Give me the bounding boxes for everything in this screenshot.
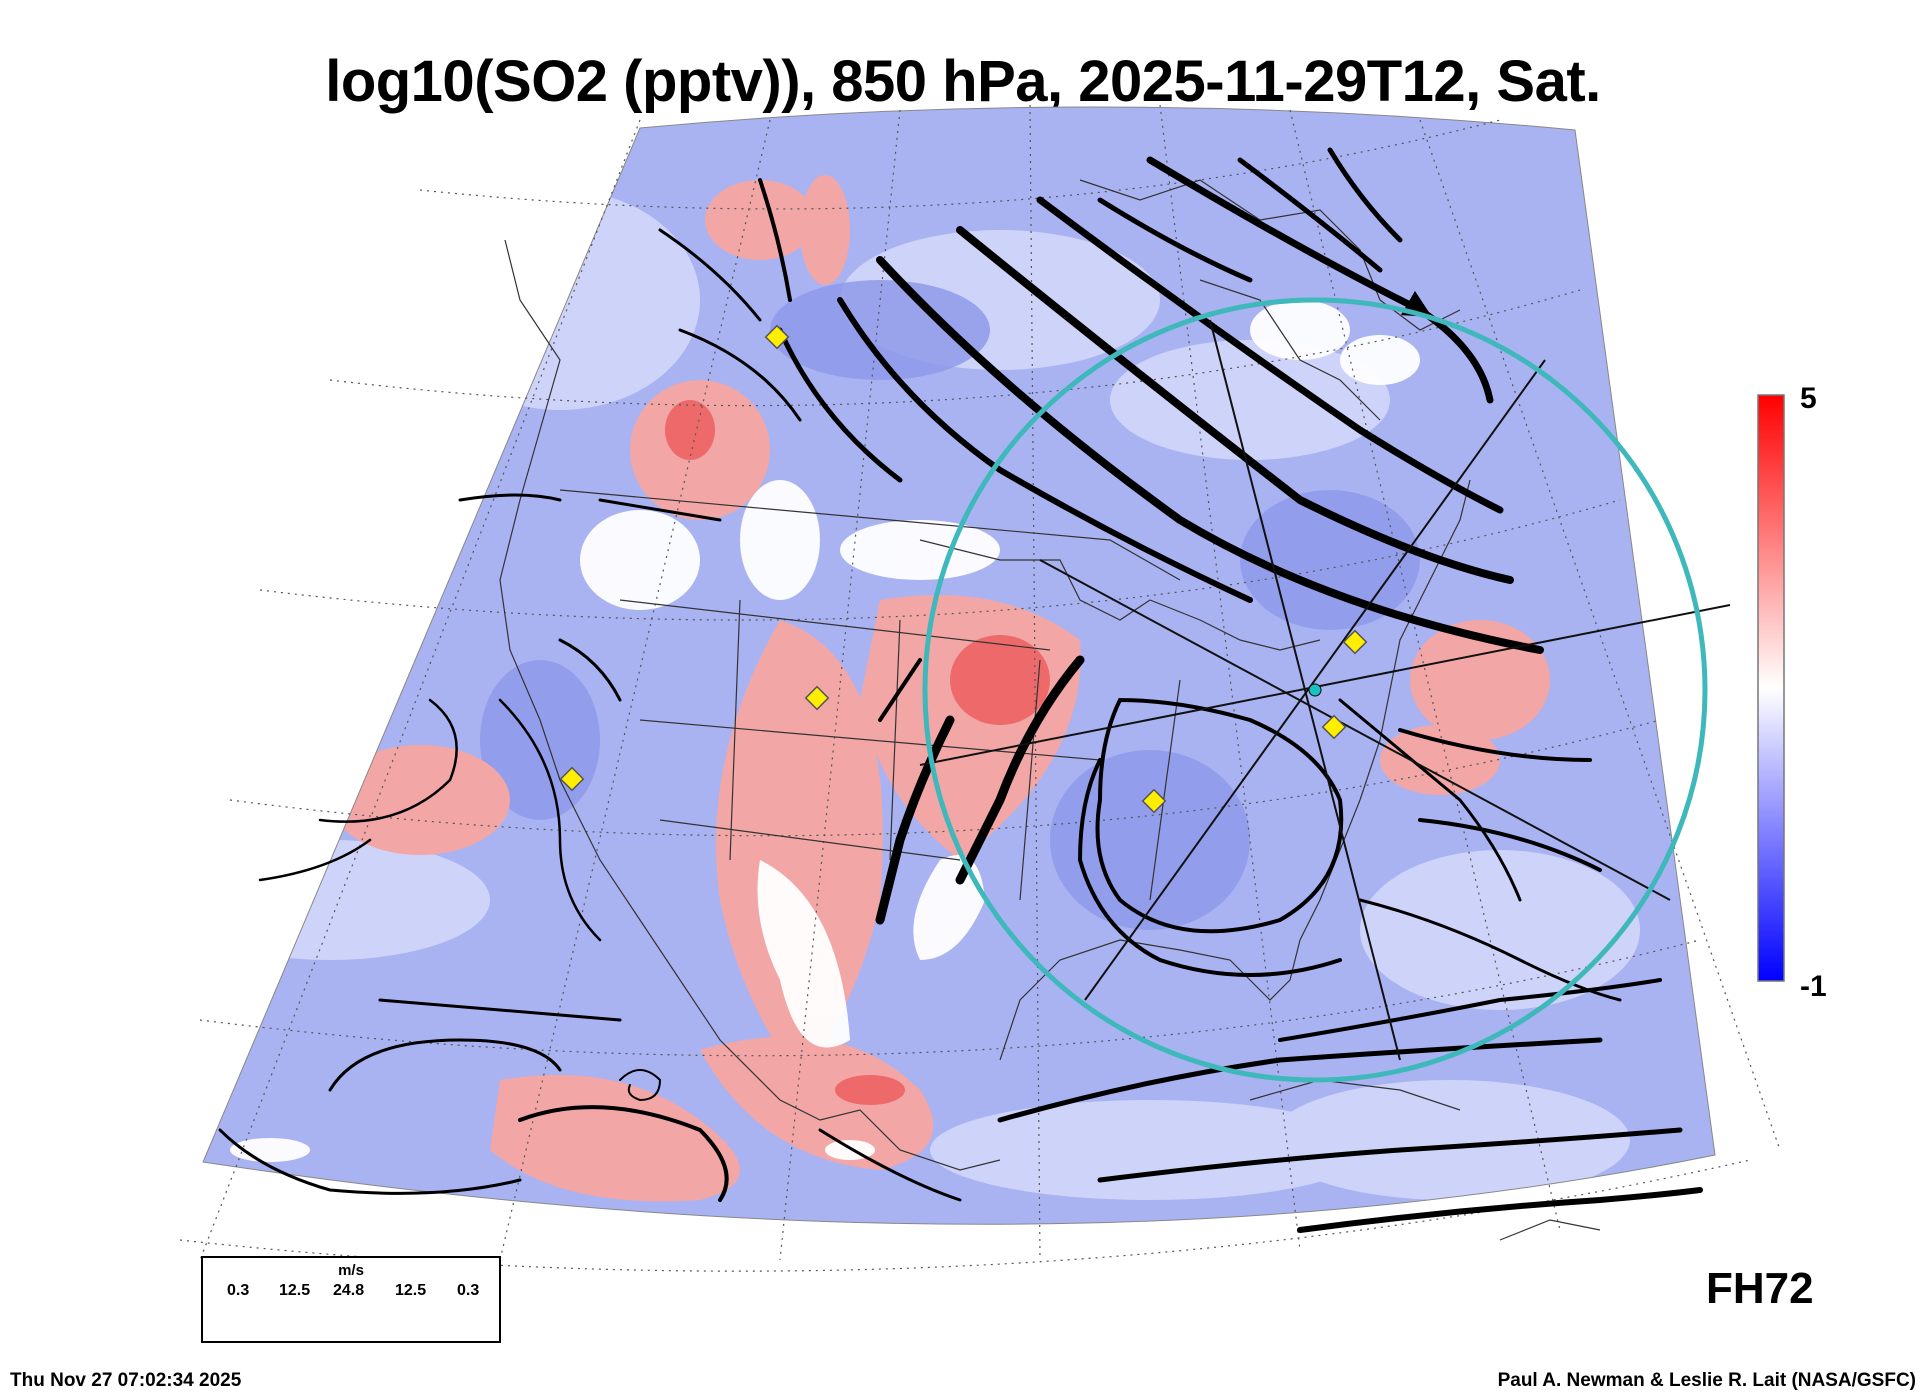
- streamline: [598, 498, 722, 522]
- streamline: [997, 1037, 1603, 1123]
- forecast-hour-label: FH72: [1706, 1264, 1814, 1313]
- colorbar-max-label: 5: [1800, 382, 1817, 415]
- station-marker: [1141, 788, 1167, 814]
- streamline: [558, 638, 622, 702]
- wind-scale-tick: 0.3: [227, 1282, 250, 1299]
- streamline: [1146, 156, 1494, 404]
- station-markers: [559, 324, 1368, 814]
- streamline: [956, 226, 1514, 584]
- footer-timestamp: Thu Nov 27 07:02:34 2025: [10, 1370, 242, 1391]
- wind-scale-tick: 24.8: [333, 1282, 365, 1299]
- range-circle: [922, 297, 1708, 1083]
- wind-streamlines: [218, 147, 1703, 1233]
- streamline: [837, 297, 1253, 603]
- streamline: [1398, 728, 1592, 762]
- footer-credit: Paul A. Newman & Leslie R. Lait (NASA/GS…: [1497, 1370, 1916, 1391]
- streamline: [678, 328, 802, 422]
- streamline: [1278, 978, 1662, 1042]
- station-marker: [804, 685, 830, 711]
- streamline: [258, 838, 372, 882]
- streamline: [619, 1069, 662, 1102]
- streamline: [328, 1038, 562, 1092]
- streamline: [218, 1128, 522, 1195]
- streamline: [777, 327, 903, 483]
- wind-scale-tick: 12.5: [395, 1282, 427, 1299]
- wind-scale-legend: m/s 0.3 12.5 24.8 12.5 0.3: [201, 1256, 501, 1343]
- so2-peak-areas: [665, 400, 1050, 1105]
- so2-missing-data: [230, 300, 1420, 1162]
- streamline: [1036, 196, 1504, 514]
- streamline: [1077, 758, 1342, 977]
- wind-scale-unit: m/s: [338, 1262, 364, 1279]
- streamline: [518, 1105, 729, 1202]
- streamline: [498, 698, 602, 942]
- center-marker: [1308, 683, 1322, 697]
- wind-scale-tick: 0.3: [457, 1282, 480, 1299]
- streamline: [658, 228, 762, 322]
- station-marker: [1342, 629, 1368, 655]
- colorbar: [1757, 394, 1785, 982]
- streamline: [458, 493, 562, 502]
- streamline: [1097, 197, 1253, 283]
- streamline: [378, 998, 622, 1022]
- streamline: [1095, 698, 1344, 934]
- colorbar-min-label: -1: [1800, 970, 1827, 1003]
- map-title: log10(SO2 (pptv)), 850 hPa, 2025-11-29T1…: [325, 49, 1601, 114]
- streamline: [876, 256, 1544, 654]
- streamline: [818, 1128, 962, 1202]
- coastlines-and-borders: [499, 179, 1601, 1241]
- station-marker: [559, 766, 585, 792]
- trajectory-lines: [919, 319, 1731, 1061]
- streamline: [1297, 1187, 1703, 1233]
- streamline: [955, 655, 1085, 885]
- streamline: [1327, 147, 1403, 243]
- streamline: [318, 698, 458, 823]
- wind-scale-tick: 12.5: [279, 1282, 311, 1299]
- station-marker: [1321, 714, 1347, 740]
- streamline: [1338, 698, 1522, 902]
- streamline: [1418, 818, 1602, 872]
- streamline: [875, 715, 955, 925]
- streamline: [878, 658, 922, 722]
- streamline: [1097, 1127, 1683, 1183]
- station-marker: [764, 324, 790, 350]
- domain-outline: [202, 106, 1716, 1225]
- streamline: [758, 178, 792, 302]
- streamline: [1237, 157, 1383, 273]
